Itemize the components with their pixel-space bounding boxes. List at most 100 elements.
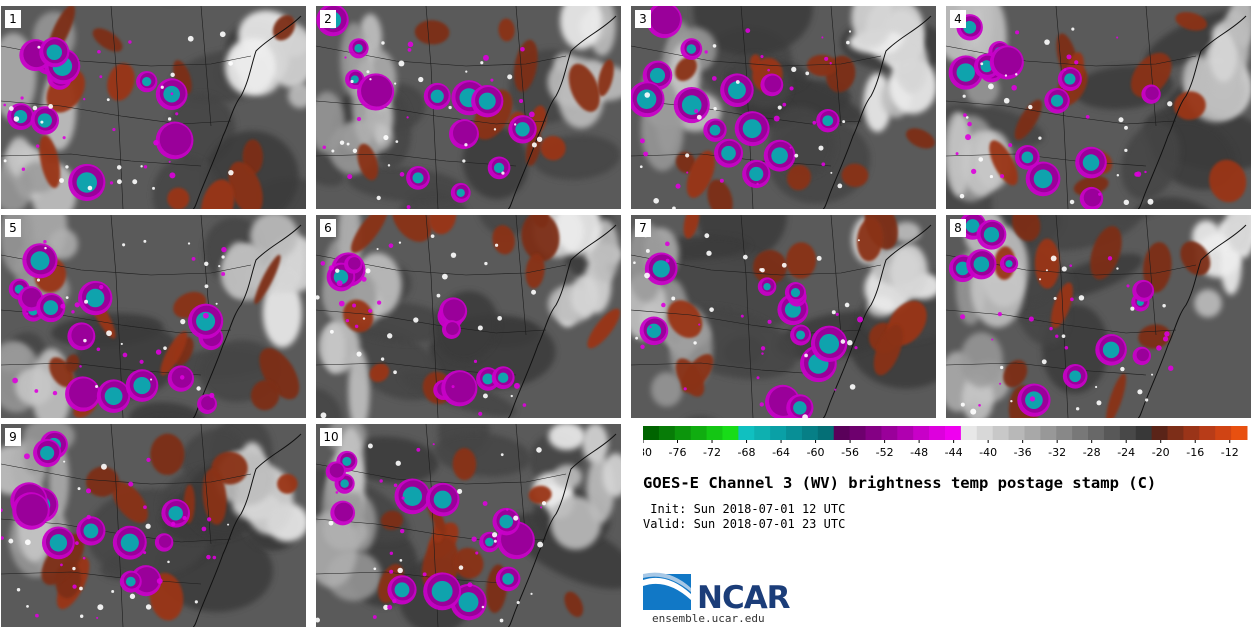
speck xyxy=(398,60,405,67)
speck xyxy=(794,153,799,158)
speck xyxy=(167,117,172,121)
speck xyxy=(352,148,358,153)
speck xyxy=(706,250,712,256)
speck xyxy=(1053,296,1057,300)
colorbar-tick-labels: -80 -76 -72 -68 -64 -60 -56 -52 -48 -44 -40 -36 -32 -… xyxy=(643,440,1239,459)
colorbar-bin xyxy=(643,426,660,440)
warm-patch xyxy=(905,128,935,149)
speck xyxy=(639,138,645,144)
colorbar-bin xyxy=(1056,426,1073,440)
dry-swath xyxy=(342,436,439,484)
moist-band xyxy=(960,332,1003,388)
warm-patch xyxy=(380,510,404,530)
speck xyxy=(536,447,542,453)
speck xyxy=(376,195,381,201)
cold-cloud-core xyxy=(1033,169,1053,189)
speck xyxy=(338,300,345,307)
speck xyxy=(218,264,221,268)
speck xyxy=(1094,385,1098,389)
cold-cloud-core xyxy=(133,376,151,395)
cold-cloud-mid xyxy=(71,324,94,347)
speck xyxy=(713,106,717,111)
speck xyxy=(959,193,965,199)
warm-patch xyxy=(167,187,190,209)
wv-map-9 xyxy=(1,424,306,627)
cold-cloud-core xyxy=(485,537,494,547)
speck xyxy=(387,604,393,610)
speck xyxy=(789,86,794,91)
speck xyxy=(407,47,412,52)
speck xyxy=(745,28,751,34)
speck xyxy=(132,179,138,185)
panel-number: 9 xyxy=(5,428,21,446)
moist-system xyxy=(548,424,585,451)
warm-patch xyxy=(85,466,119,497)
colorbar-bin xyxy=(1088,426,1105,440)
cold-cloud-mid xyxy=(69,378,99,408)
colorbar-bin xyxy=(1119,426,1137,440)
speck xyxy=(367,443,373,449)
warm-patch xyxy=(540,135,566,161)
cold-cloud-core xyxy=(515,122,530,137)
ncar-logo-icon xyxy=(643,572,691,610)
warm-patch xyxy=(1090,226,1122,280)
colorbar-tick-label: -32 xyxy=(1048,446,1066,459)
panel-number: 8 xyxy=(950,219,966,237)
map-panel-8: 8 xyxy=(946,215,1251,418)
speck xyxy=(79,586,83,591)
speck xyxy=(71,310,75,314)
speck xyxy=(111,589,115,593)
speck xyxy=(830,171,833,174)
colorbar-bin xyxy=(897,426,914,440)
cold-cloud-core xyxy=(412,172,424,184)
speck xyxy=(146,457,151,463)
speck xyxy=(72,584,77,589)
cold-cloud-core xyxy=(1082,154,1100,171)
speck xyxy=(537,541,544,548)
warm-patch xyxy=(498,18,515,42)
state-border xyxy=(946,362,1147,376)
cold-cloud-core xyxy=(497,372,509,383)
colorbar-bin xyxy=(1040,426,1057,440)
speck xyxy=(760,346,766,351)
speck xyxy=(99,75,103,79)
speck xyxy=(170,92,174,95)
speck xyxy=(221,271,226,276)
speck xyxy=(3,159,7,163)
colorbar-bin xyxy=(722,426,739,440)
speck xyxy=(156,578,163,585)
wv-map-10 xyxy=(316,424,621,627)
website-text: ensemble.ucar.edu xyxy=(652,612,765,625)
speck xyxy=(441,273,448,280)
speck xyxy=(379,479,383,483)
dry-swath xyxy=(397,189,472,209)
cold-cloud-core xyxy=(125,576,136,587)
speck xyxy=(965,116,969,119)
cold-cloud-mid xyxy=(201,396,215,410)
speck xyxy=(759,268,763,272)
cold-cloud-mid xyxy=(1083,188,1102,207)
speck xyxy=(1098,192,1102,196)
colorbar-tick-label: -44 xyxy=(945,446,963,459)
speck xyxy=(1061,266,1067,272)
speck xyxy=(387,164,391,167)
moist-system xyxy=(890,244,928,299)
speck xyxy=(643,151,649,157)
cold-cloud-core xyxy=(493,162,505,173)
state-border xyxy=(425,215,439,418)
speck xyxy=(399,172,405,177)
warm-patch xyxy=(277,473,298,494)
speck xyxy=(704,233,710,239)
colorbar-bin xyxy=(674,426,692,440)
speck xyxy=(152,186,155,190)
speck xyxy=(698,323,701,326)
warm-patch xyxy=(568,63,600,112)
speck xyxy=(501,171,505,175)
colorbar-bin xyxy=(849,426,867,440)
speck xyxy=(383,135,389,141)
speck xyxy=(451,385,455,389)
warm-patch xyxy=(1034,238,1060,289)
coastline xyxy=(507,15,617,209)
map-panel-5: 5 xyxy=(1,215,306,418)
speck xyxy=(978,403,981,407)
